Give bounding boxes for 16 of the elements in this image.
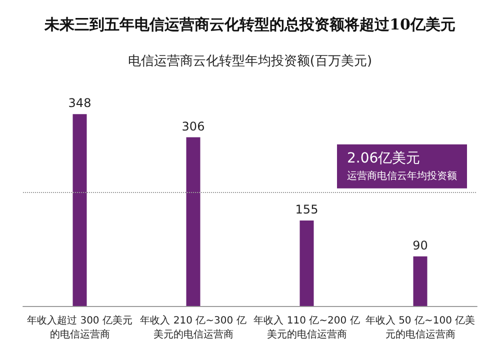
data-label: 348 <box>68 96 92 110</box>
ref-line-label: 2.06亿美元 <box>347 150 420 166</box>
x-tick-label: 年收入 110 亿~200 亿美元的电信运营商 <box>254 314 360 340</box>
bar <box>300 220 314 306</box>
bar <box>413 256 428 306</box>
chart-subtitle: 电信运营商云化转型年均投资额(百万美元) <box>128 53 372 69</box>
data-label: 306 <box>182 119 205 134</box>
data-label: 90 <box>412 238 428 252</box>
x-tick-label: 年收入 210 亿~300 亿美元的电信运营商 <box>140 314 246 340</box>
bar <box>72 114 87 306</box>
x-tick-label: 年收入 50 亿~100 亿美元的电信运营商 <box>365 314 476 340</box>
data-label: 155 <box>295 202 318 217</box>
annotation: 运营商电信云年均投资额 <box>347 170 457 182</box>
x-tick-label: 年收入超过 300 亿美元的电信运营商 <box>27 314 132 340</box>
bar <box>186 137 200 306</box>
chart-title: 未来三到五年电信运营商云化转型的总投资额将超过10亿美元 <box>44 16 456 34</box>
